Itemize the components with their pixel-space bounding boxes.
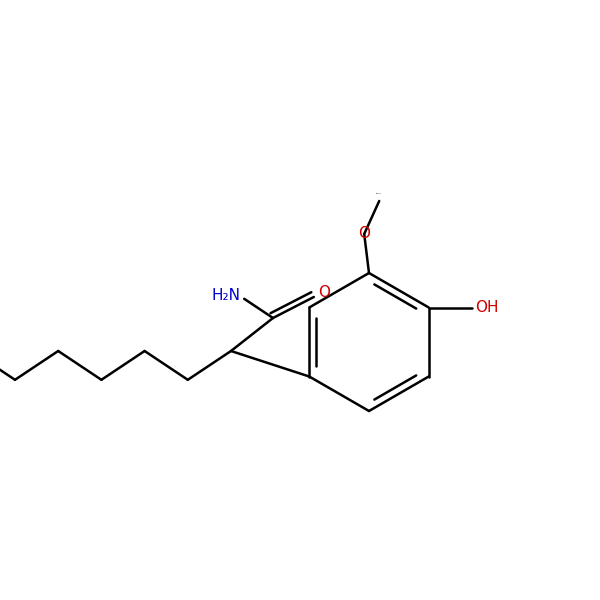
Text: O: O: [358, 226, 370, 241]
Text: H₂N: H₂N: [212, 287, 241, 302]
Text: methoxy: methoxy: [376, 193, 382, 194]
Text: OH: OH: [476, 300, 499, 315]
Text: O: O: [319, 284, 331, 299]
